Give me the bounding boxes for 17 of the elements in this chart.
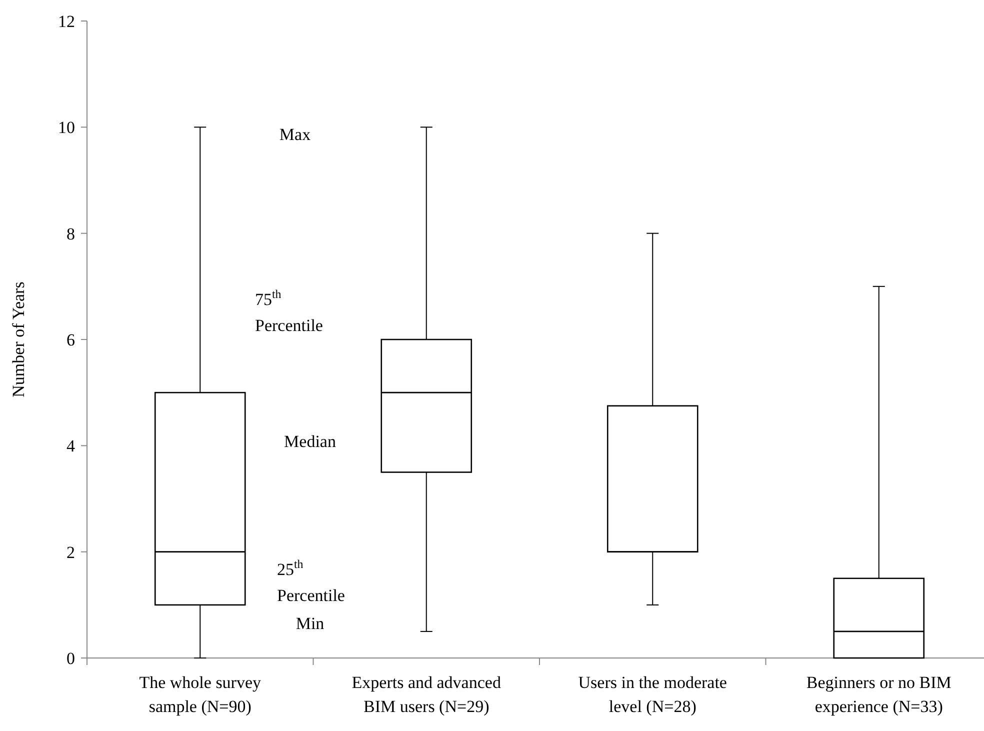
text: 75$^{th}$ Percentile — [255, 287, 323, 335]
x-tick-label: Beginners or no BIM experience (N=33) — [806, 673, 952, 716]
y-tick-label: 0 — [66, 648, 75, 668]
y-tick-label: 10 — [58, 118, 75, 138]
y-tick-label: 12 — [58, 12, 75, 31]
annotation: Min — [296, 614, 325, 633]
y-axis-title: Number of Years — [9, 282, 28, 398]
y-tick-label: 6 — [66, 330, 75, 350]
x-tick-label: Users in the moderate level (N=28) — [578, 673, 727, 716]
text: 25$^{th}$ Percentile — [277, 557, 345, 605]
x-tick-label: Experts and advanced BIM users (N=29) — [352, 673, 502, 716]
annotation: Median — [284, 432, 336, 451]
annotation: Max — [279, 125, 312, 144]
y-tick-label: 8 — [66, 224, 75, 244]
y-tick-label: 4 — [66, 436, 76, 456]
y-tick-label: 2 — [66, 542, 75, 562]
x-tick-label: The whole survey sample (N=90) — [139, 673, 262, 716]
